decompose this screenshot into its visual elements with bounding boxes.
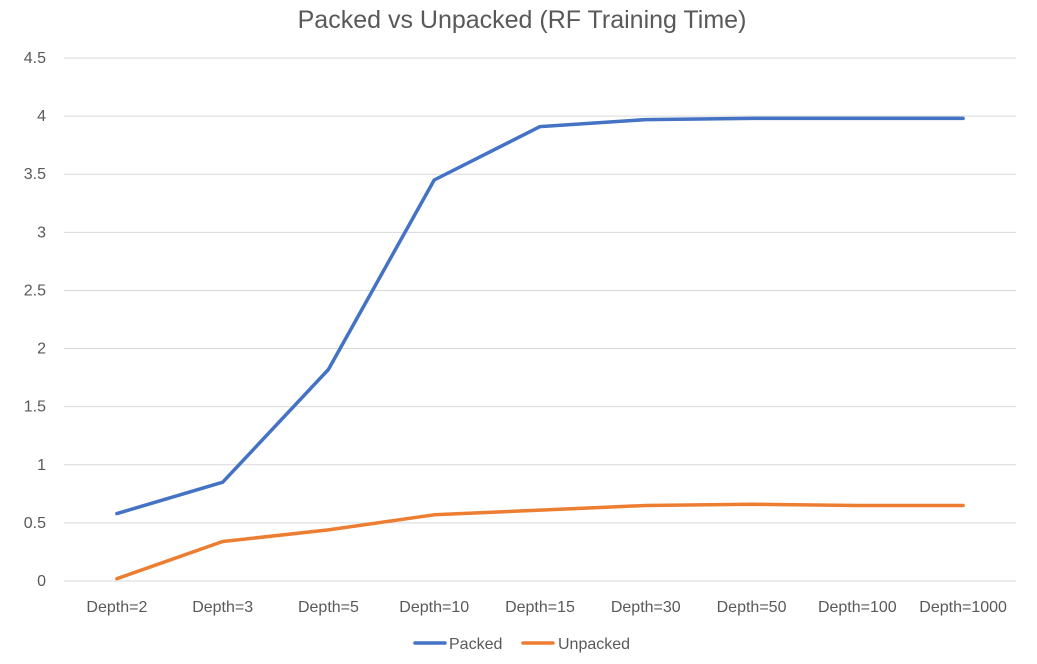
data-point-packed [856,117,859,120]
y-tick-label: 3.5 [24,166,46,183]
x-axis-tick-labels: Depth=2 Depth=3 Depth=5 Depth=10 Depth=15 Dep… [86,599,1007,616]
legend-label: Unpacked [558,636,630,653]
data-point-unpacked [962,504,965,507]
x-tick-label: Depth=1000 [919,599,1007,616]
y-tick-label: 0 [37,573,46,590]
chart-title: Packed vs Unpacked (RF Training Time) [298,6,747,34]
x-tick-label: Depth=15 [505,599,575,616]
legend-label: Packed [449,636,502,653]
x-tick-label: Depth=30 [611,599,681,616]
data-point-unpacked [327,528,330,531]
data-point-packed [221,481,224,484]
y-axis-tick-labels: 0 0.5 1 1.5 2 2.5 3 3.5 4 4.5 [24,50,46,590]
x-tick-label: Depth=100 [818,599,897,616]
y-tick-label: 3 [37,224,46,241]
data-point-packed [539,125,542,128]
gridlines [64,57,1016,582]
data-point-unpacked [433,513,436,516]
data-point-packed [962,117,965,120]
data-point-unpacked [856,504,859,507]
x-tick-label: Depth=2 [86,599,147,616]
data-point-unpacked [539,509,542,512]
data-point-packed [750,117,753,120]
y-tick-label: 4 [37,108,46,125]
legend-entry-unpacked: Unpacked [521,636,630,653]
data-point-packed [433,179,436,182]
series-line-packed [115,116,965,516]
y-tick-label: 0.5 [24,515,46,532]
legend: Packed Unpacked [413,636,630,653]
y-tick-label: 2.5 [24,282,46,299]
data-point-packed [115,512,118,515]
y-tick-label: 1.5 [24,399,46,416]
data-point-packed [644,118,647,121]
y-tick-label: 4.5 [24,50,46,67]
data-point-unpacked [115,577,118,580]
legend-entry-packed: Packed [413,636,502,653]
x-tick-label: Depth=5 [298,599,359,616]
data-point-unpacked [750,503,753,506]
data-point-unpacked [644,504,647,507]
series-line-unpacked [115,502,965,581]
data-point-unpacked [221,540,224,543]
x-tick-label: Depth=10 [399,599,469,616]
series-lines [115,116,965,581]
y-tick-label: 2 [37,341,46,358]
data-point-packed [327,368,330,371]
y-tick-label: 1 [37,457,46,474]
x-tick-label: Depth=3 [192,599,253,616]
x-tick-label: Depth=50 [717,599,787,616]
